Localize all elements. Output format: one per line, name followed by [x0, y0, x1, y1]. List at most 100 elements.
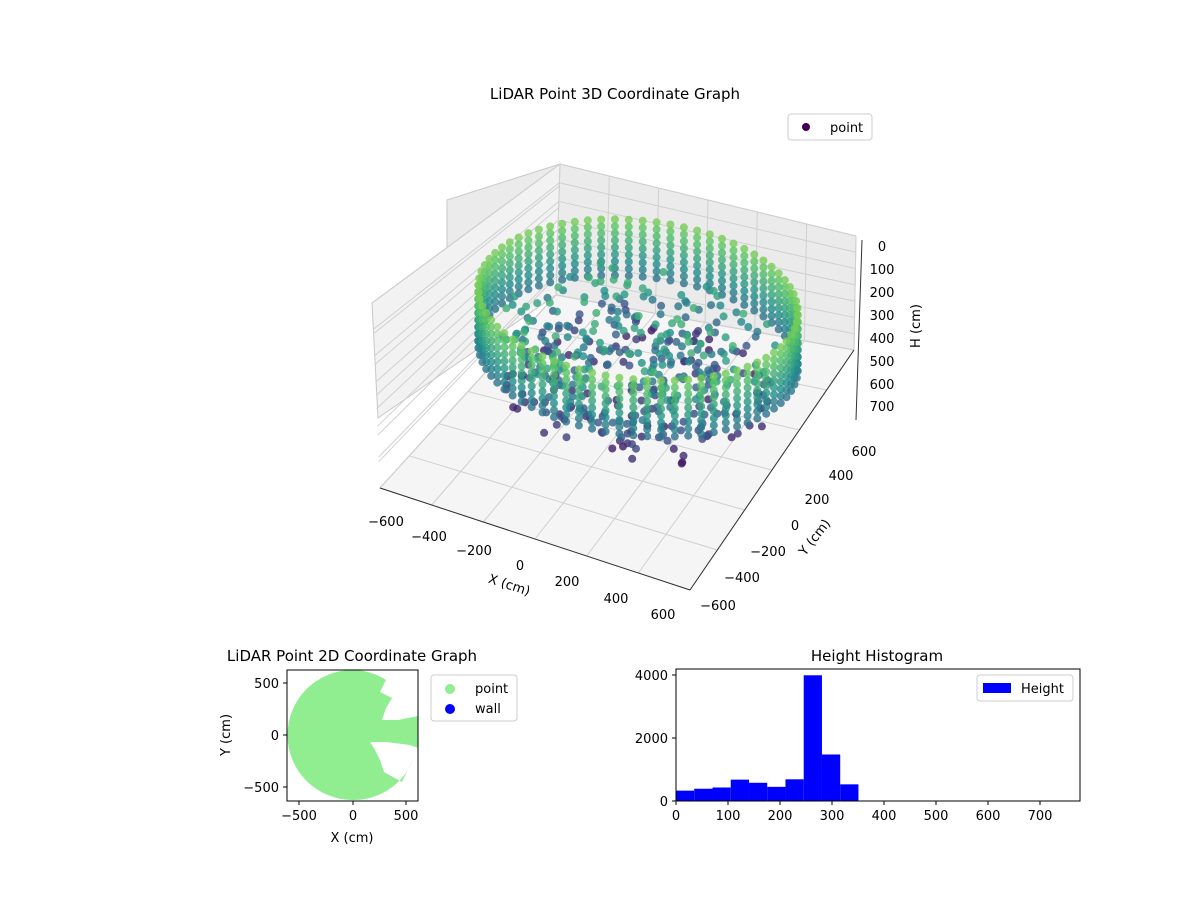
- lidar-point: [767, 262, 776, 271]
- lidar-point: [679, 251, 688, 260]
- lidar-point: [652, 225, 661, 234]
- y-tick-label: 0: [660, 795, 668, 810]
- lidar-point: [750, 250, 759, 259]
- lidar-point: [666, 276, 675, 285]
- histogram-bar: [785, 779, 804, 801]
- lidar-point: [624, 271, 633, 280]
- lidar-point: [677, 342, 686, 351]
- lidar-point: [551, 332, 560, 341]
- lidar-point: [759, 256, 768, 265]
- lidar-point: [592, 308, 601, 317]
- z-tick-label: 100: [870, 263, 895, 278]
- lidar-point: [493, 357, 502, 366]
- lidar-point: [759, 291, 768, 300]
- lidar-point: [546, 271, 555, 280]
- lidar-point: [613, 307, 622, 316]
- lidar-point: [657, 376, 666, 385]
- lidar-point: [740, 300, 749, 309]
- y-tick-label: 400: [829, 469, 854, 484]
- grid-line: [372, 182, 560, 330]
- lidar-point: [743, 362, 752, 371]
- lidar-point: [583, 258, 592, 267]
- lidar-point: [697, 409, 706, 418]
- lidar-point: [524, 264, 533, 273]
- lidar-point: [727, 433, 736, 442]
- lidar-point: [666, 234, 675, 243]
- lidar-point: [624, 222, 633, 231]
- lidar-point: [550, 406, 558, 415]
- lidar-point: [538, 359, 547, 368]
- lidar-point: [666, 241, 675, 250]
- lidar-point: [719, 312, 728, 321]
- lidar-point: [790, 324, 799, 333]
- lidar-point: [767, 269, 776, 278]
- lidar-point: [550, 413, 558, 422]
- lidar-point: [500, 378, 509, 387]
- lidar-point: [729, 239, 738, 248]
- lidar-point: [776, 350, 785, 359]
- lidar-point: [525, 317, 534, 325]
- lidar-point: [697, 416, 706, 425]
- lidar-point: [776, 378, 785, 387]
- y-axis-ticks: −600 −400 −200 0 200 400 600: [700, 445, 876, 614]
- lidar-point: [619, 326, 628, 335]
- lidar-point: [597, 250, 606, 259]
- x-tick-label: 200: [555, 575, 580, 590]
- lidar-point: [740, 286, 749, 295]
- lidar-point: [705, 272, 714, 281]
- lidar-point: [643, 411, 652, 420]
- lidar-point: [721, 376, 730, 385]
- lidar-point: [629, 375, 638, 384]
- lidar-point: [597, 243, 606, 252]
- lidar-point: [601, 406, 610, 415]
- legend-marker-height: [983, 683, 1011, 693]
- lidar-point: [709, 386, 718, 395]
- lidar-point: [505, 273, 514, 282]
- lidar-point: [609, 275, 618, 284]
- lidar-point: [762, 320, 771, 329]
- lidar-point: [718, 241, 726, 250]
- lidar-point: [574, 386, 583, 395]
- legend-label-height: Height: [1021, 682, 1064, 697]
- lidar-point: [568, 392, 577, 401]
- lidar-point: [697, 374, 706, 383]
- lidar-point: [570, 238, 579, 247]
- x-tick-label: 200: [768, 809, 793, 824]
- grid-line: [559, 182, 856, 253]
- lidar-point: [762, 381, 771, 390]
- lidar-point: [597, 222, 606, 231]
- lidar-point: [710, 360, 719, 369]
- lidar-point: [684, 424, 693, 433]
- lidar-point: [475, 295, 484, 303]
- lidar-point: [562, 396, 571, 405]
- lidar-point: [684, 389, 693, 398]
- lidar-point: [629, 417, 638, 426]
- y-tick-label: 4000: [635, 669, 668, 684]
- lidar-point: [624, 257, 633, 266]
- lidar-point: [666, 269, 675, 278]
- lidar-point: [718, 234, 726, 243]
- lidar-point: [733, 429, 742, 438]
- plot-2d-x-ticks: −500 0 500: [281, 801, 418, 824]
- legend-marker-wall: [445, 704, 455, 714]
- lidar-point: [774, 276, 783, 285]
- lidar-point: [574, 393, 583, 402]
- lidar-point: [546, 236, 555, 245]
- histogram-plot: Height Histogram 0 100 200 300 400 500 6…: [635, 647, 1081, 824]
- lidar-point: [664, 337, 672, 346]
- lidar-point: [558, 240, 567, 249]
- lidar-point: [522, 302, 531, 311]
- lidar-point: [524, 278, 533, 287]
- plot-2d-legend: point wall: [430, 674, 518, 722]
- lidar-point: [558, 268, 567, 277]
- lidar-point: [502, 304, 511, 313]
- lidar-point: [589, 327, 598, 336]
- legend-label-point: point: [830, 121, 863, 136]
- lidar-point: [733, 408, 742, 417]
- lidar-point: [729, 246, 738, 255]
- lidar-point: [684, 417, 693, 426]
- lidar-point: [657, 390, 666, 399]
- lidar-point: [524, 271, 533, 280]
- lidar-point: [750, 264, 759, 273]
- lidar-point: [670, 376, 679, 385]
